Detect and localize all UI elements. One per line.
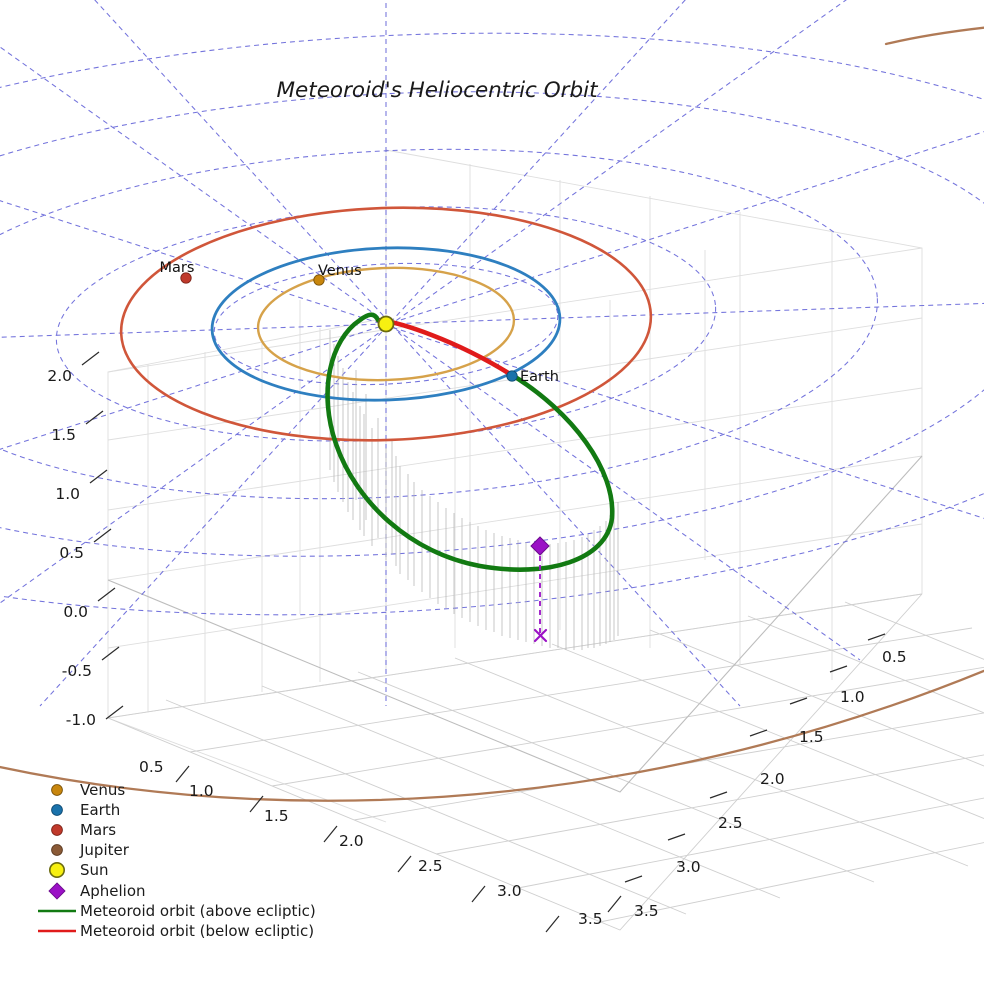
y-tick-4: 2.5 (718, 814, 743, 832)
y-tick-6: 3.5 (634, 902, 659, 920)
sun-marker (377, 315, 395, 333)
z-tick-5: -0.5 (62, 662, 92, 680)
mars-label: Mars (160, 260, 195, 276)
z-tick-6: -1.0 (66, 711, 96, 729)
y-tick-5: 3.0 (676, 858, 701, 876)
legend-label-sun: Sun (80, 861, 109, 879)
x-tick-5: 3.0 (497, 882, 522, 900)
y-axis-ticks: 0.5 1.0 1.5 2.0 2.5 3.0 3.5 (624, 633, 907, 920)
z-axis-ticks: 2.0 1.5 1.0 0.5 0.0 -0.5 -1.0 (47, 351, 124, 729)
legend-label-mars: Mars (80, 821, 116, 839)
x-axis-ticks: 0.5 1.0 1.5 2.0 2.5 3.0 3.5 (139, 758, 622, 933)
ecliptic-plane-outline (107, 455, 923, 793)
mars-marker (180, 272, 192, 284)
earth-orbit-ellipse (210, 246, 562, 402)
mars-orbit-ellipse (119, 206, 653, 442)
venus-orbit-ellipse (256, 266, 516, 382)
legend-marker-mars (51, 824, 63, 836)
legend-marker-earth (51, 804, 63, 816)
meteoroid-orbit-above-ecliptic (325, 312, 615, 572)
x-tick-0: 0.5 (139, 758, 164, 776)
legend-label-venus: Venus (80, 781, 125, 799)
legend-label-earth: Earth (80, 801, 120, 819)
x-tick-3: 2.0 (339, 832, 364, 850)
legend[interactable]: Venus Earth Mars Jupiter Sun Aphelion Me… (38, 781, 316, 940)
legend-marker-sun (48, 861, 65, 878)
orbit-stem-lines (329, 330, 619, 650)
venus-label: Venus (318, 263, 362, 279)
legend-marker-jupiter (51, 844, 63, 856)
legend-marker-venus (51, 784, 63, 796)
x-tick-6: 3.5 (578, 910, 603, 928)
pane-floor (107, 593, 984, 931)
aphelion-diamond-marker (530, 536, 550, 556)
page-title: Meteoroid's Heliocentric Orbit (276, 78, 599, 103)
legend-label-above-ecliptic: Meteoroid orbit (above ecliptic) (80, 902, 316, 920)
x-tick-2: 1.5 (264, 807, 289, 825)
z-tick-3: 0.5 (59, 544, 84, 562)
z-tick-0: 2.0 (47, 367, 72, 385)
y-tick-0: 0.5 (882, 648, 907, 666)
planet-orbits (119, 206, 653, 442)
z-tick-1: 1.5 (51, 426, 76, 444)
y-tick-1: 1.0 (840, 688, 865, 706)
venus-marker (313, 274, 325, 286)
z-tick-2: 1.0 (55, 485, 80, 503)
legend-label-aphelion: Aphelion (80, 882, 146, 900)
body-markers: Mars Venus Earth (160, 260, 559, 385)
legend-marker-aphelion (48, 882, 66, 900)
z-tick-4: 0.0 (63, 603, 88, 621)
x-tick-4: 2.5 (418, 857, 443, 875)
aphelion-group (530, 536, 550, 643)
aphelion-ground-x-marker (533, 628, 548, 643)
earth-label: Earth (520, 369, 559, 385)
legend-label-below-ecliptic: Meteoroid orbit (below ecliptic) (80, 922, 314, 940)
x-tick-1: 1.0 (189, 782, 214, 800)
y-tick-3: 2.0 (760, 770, 785, 788)
y-tick-2: 1.5 (799, 728, 824, 746)
jupiter-orbit (0, 26, 984, 802)
legend-label-jupiter: Jupiter (79, 841, 130, 859)
earth-marker (506, 370, 518, 382)
